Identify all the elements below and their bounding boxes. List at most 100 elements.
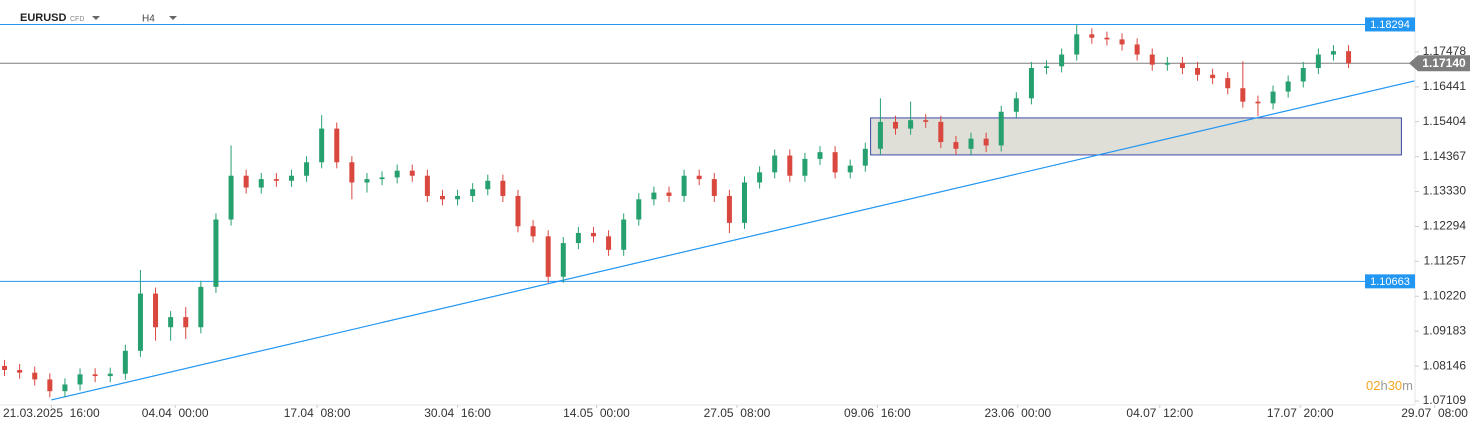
candle-body — [32, 372, 38, 380]
candle-body — [2, 365, 8, 370]
candle-body — [832, 152, 838, 173]
x-tick-label: 04.04 00:00 — [142, 406, 209, 420]
candle-body — [726, 195, 732, 223]
candle-body — [575, 232, 581, 244]
x-tick-label: 30.04 16:00 — [424, 406, 491, 420]
candle-body — [1149, 54, 1155, 65]
candle-body — [153, 293, 159, 328]
candle-body — [1044, 66, 1050, 69]
x-tick-label: 21.03.2025 16:00 — [3, 406, 100, 420]
candle-body — [1210, 74, 1216, 79]
countdown-part: h — [1380, 378, 1387, 393]
candle-body — [304, 162, 310, 176]
x-tick-label: 27.05 08:00 — [704, 406, 771, 420]
candle-body — [1225, 78, 1231, 89]
candle-body — [787, 155, 793, 176]
candle-body — [17, 369, 23, 373]
y-tick-label: 1.15404 — [1423, 114, 1467, 128]
candle-body — [500, 180, 506, 196]
symbol-dropdown[interactable] — [92, 16, 100, 20]
candle-body — [470, 189, 476, 196]
candle-body — [213, 219, 219, 287]
level-label: 1.18294 — [1370, 19, 1410, 31]
x-tick-label: 17.07 20:00 — [1267, 406, 1334, 420]
candle-body — [606, 236, 612, 250]
candle-body — [1240, 88, 1246, 102]
timeframe-dropdown[interactable] — [169, 16, 177, 20]
candle-body — [696, 175, 702, 180]
candle-body — [847, 165, 853, 173]
x-tick-label: 23.06 00:00 — [984, 406, 1051, 420]
candle-body — [1179, 62, 1185, 69]
candle-body — [621, 219, 627, 250]
instrument-type: CFD — [70, 16, 84, 23]
candle-body — [288, 175, 294, 181]
candle-body — [1119, 39, 1125, 45]
y-tick-label: 1.11257 — [1424, 254, 1467, 268]
candle-body — [47, 379, 53, 392]
level-label-bg — [1365, 274, 1415, 289]
countdown-part: m — [1402, 378, 1413, 393]
candle-body — [439, 195, 445, 200]
candle-body — [62, 384, 68, 392]
candle-body — [1330, 51, 1336, 55]
countdown-part: 02 — [1366, 378, 1380, 393]
x-tick-label: 14.05 00:00 — [563, 406, 630, 420]
candle-body — [651, 192, 657, 200]
candle-body — [364, 179, 370, 183]
level-label: 1.10663 — [1370, 276, 1410, 288]
timeframe[interactable]: H4 — [142, 14, 155, 25]
y-tick-label: 1.16441 — [1423, 79, 1467, 93]
level-label-bg — [1365, 17, 1415, 32]
y-tick-label: 1.08146 — [1423, 358, 1467, 372]
candle-body — [1089, 34, 1095, 38]
candle-body — [998, 111, 1004, 146]
x-tick-label: 04.07 12:00 — [1126, 406, 1193, 420]
candle-body — [530, 226, 536, 237]
candle-body — [590, 232, 596, 237]
candle-body — [1270, 91, 1276, 104]
symbol[interactable]: EURUSD — [20, 12, 67, 24]
candle-body — [938, 121, 944, 143]
candle-body — [1315, 54, 1321, 69]
y-tick-label: 1.12294 — [1423, 219, 1467, 233]
candle-body — [923, 120, 929, 122]
candle-body — [877, 121, 883, 149]
plot-area — [0, 23, 1416, 401]
candle-body — [772, 155, 778, 173]
candle-body — [636, 199, 642, 220]
candle-body — [77, 374, 83, 385]
candle-body — [802, 158, 808, 176]
candle-body — [349, 162, 355, 183]
y-tick-label: 1.13330 — [1423, 184, 1467, 198]
candle-body — [908, 120, 914, 129]
candle-body — [228, 175, 234, 220]
candle-body — [983, 138, 989, 146]
candle-body — [107, 373, 113, 377]
candle-body — [757, 172, 763, 183]
candle-body — [560, 243, 566, 277]
candle-body — [681, 175, 687, 196]
x-tick-label: 29.07 08:00 — [1401, 406, 1468, 420]
current-price-label: 1.17140 — [1422, 56, 1466, 70]
support-zone — [870, 117, 1402, 156]
candle-body — [92, 374, 98, 377]
candle-body — [137, 293, 143, 351]
candle-body — [817, 152, 823, 159]
candle-body — [1028, 68, 1034, 99]
candle-body — [485, 180, 491, 190]
y-tick-label: 1.07109 — [1423, 393, 1467, 407]
candle-body — [1346, 51, 1352, 64]
trendline — [51, 80, 1416, 401]
candle-body — [953, 142, 959, 149]
candle-body — [1164, 62, 1170, 65]
x-tick-label: 17.04 08:00 — [284, 406, 351, 420]
candle-body — [122, 350, 128, 374]
candle-body — [198, 286, 204, 328]
candle-body — [424, 175, 430, 196]
candle-body — [545, 236, 551, 277]
candle-body — [862, 148, 868, 166]
candle-body — [183, 317, 189, 328]
